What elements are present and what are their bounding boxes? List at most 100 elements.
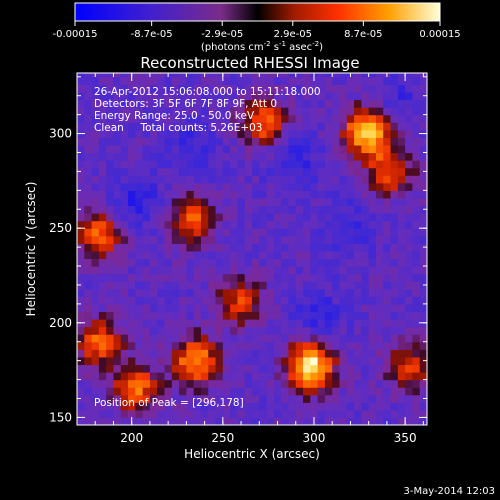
heatmap-cell [171,167,180,176]
heatmap-cell [157,409,166,419]
heatmap-cell [215,341,224,350]
y-axis-label: Heliocentric Y (arcsec) [24,182,38,317]
heatmap-cell [405,356,414,366]
heatmap-cell [266,311,275,320]
heatmap-cell [179,235,187,244]
heatmap-cell [230,409,239,419]
heatmap-cell [252,137,260,146]
heatmap-cell [310,379,319,388]
heatmap-cell [281,213,290,222]
heatmap-cell [266,91,275,101]
heatmap-cell [171,144,180,154]
heatmap-cell [339,73,348,78]
heatmap-cell [120,288,129,297]
heatmap-cell [332,258,341,267]
heatmap-cell [281,319,290,328]
heatmap-cell [303,205,311,214]
heatmap-cell [412,205,421,214]
heatmap-cell [273,84,282,93]
heatmap-cell [288,175,297,184]
heatmap-cell [259,387,268,396]
heatmap-cell [244,213,253,222]
heatmap-cell [288,99,297,108]
heatmap-cell [252,107,260,116]
heatmap-cell [405,228,414,237]
heatmap-cell [142,167,151,176]
heatmap-cell [113,129,122,138]
heatmap-cell [324,160,333,169]
heatmap-cell [405,311,414,320]
heatmap-cell [281,349,290,358]
heatmap-cell [135,273,144,282]
heatmap-cell [230,394,239,403]
heatmap-cell [179,205,187,214]
heatmap-cell [244,303,253,313]
heatmap-cell [390,107,399,116]
heatmap-cell [412,387,421,396]
heatmap-cell [266,281,275,290]
heatmap-cell [259,349,268,358]
heatmap-cell [324,319,333,328]
heatmap-cell [412,76,421,85]
heatmap-cell [120,319,129,328]
heatmap-cell [98,160,107,169]
heatmap-cell [405,160,414,169]
heatmap-cell [412,281,421,290]
heatmap-cell [200,341,209,350]
heatmap-cell [142,220,151,229]
heatmap-cell [77,258,85,267]
heatmap-cell [390,152,399,161]
heatmap-cell [252,175,260,184]
heatmap-cell [120,349,129,358]
heatmap-cell [361,379,370,388]
heatmap-cell [77,296,85,305]
heatmap-cell [84,266,93,275]
heatmap-cell [303,114,311,123]
heatmap-cell [193,319,202,328]
heatmap-cell [310,356,319,366]
heatmap-cell [412,417,421,425]
heatmap-cell [208,379,217,388]
heatmap-cell [317,175,326,184]
heatmap-cell [252,349,260,358]
heatmap-cell [368,137,377,146]
heatmap-cell [222,250,231,260]
heatmap-cell [237,311,246,320]
heatmap-cell [390,296,399,305]
heatmap-cell [120,311,129,320]
heatmap-cell [164,160,173,169]
heatmap-cell [324,402,333,411]
heatmap-cell [273,281,282,290]
heatmap-cell [200,114,209,123]
heatmap-cell [266,250,275,260]
heatmap-cell [397,160,406,169]
heatmap-cell [339,372,348,381]
heatmap-cell [281,258,290,267]
heatmap-cell [266,152,275,161]
heatmap-cell [120,129,129,138]
heatmap-cell [84,349,93,358]
heatmap-cell [317,364,326,373]
heatmap-cell [208,243,217,252]
heatmap-cell [193,334,202,343]
heatmap-cell [419,197,427,207]
heatmap-cell [375,387,384,396]
heatmap-cell [317,122,326,131]
heatmap-cell [332,160,341,169]
heatmap-cell [98,326,107,335]
heatmap-cell [288,303,297,313]
heatmap-cell [149,356,158,366]
heatmap-cell [354,213,362,222]
heatmap-cell [230,243,239,252]
heatmap-cell [317,334,326,343]
heatmap-cell [135,387,144,396]
heatmap-cell [113,349,122,358]
heatmap-cell [120,235,129,244]
chart-title: Reconstructed RHESSI Image [140,54,359,72]
heatmap-cell [295,288,304,297]
heatmap-cell [303,334,311,343]
heatmap-cell [295,107,304,116]
heatmap-cell [84,402,93,411]
heatmap-cell [303,319,311,328]
heatmap-cell [244,144,253,154]
